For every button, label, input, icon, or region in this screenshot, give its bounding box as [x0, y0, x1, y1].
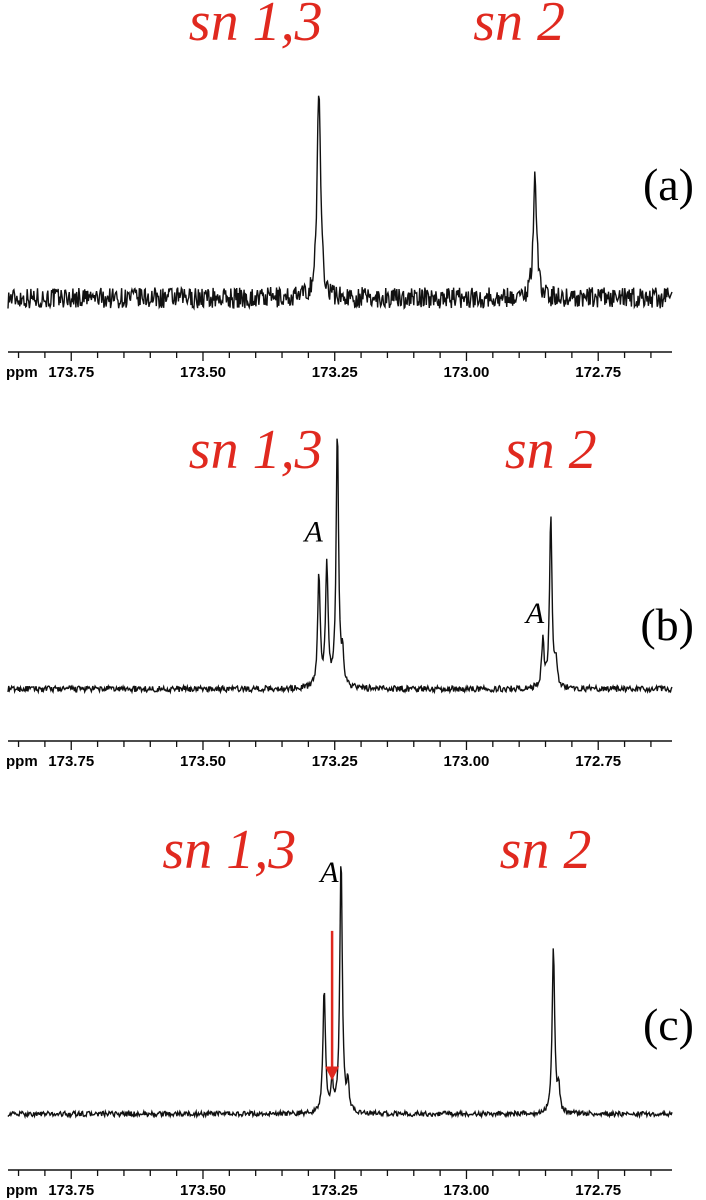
x-tick-label: 173.50: [180, 753, 226, 770]
x-tick-label: 173.00: [444, 364, 490, 381]
x-tick-label: 172.75: [575, 364, 621, 381]
annotation-label: A: [524, 597, 545, 630]
spectrum-series-line: [7, 866, 673, 1120]
x-tick-label: 173.50: [180, 1182, 226, 1199]
x-tick-label: 173.25: [312, 364, 358, 381]
x-tick-label: 173.25: [312, 1182, 358, 1199]
spectrum-panel-1: 173.75 173.50 173.25 173.00 172.75 ppm sn 1,3 s…: [6, 0, 694, 381]
peak-label: sn 1,3: [189, 419, 323, 481]
x-tick-label: 173.75: [48, 364, 94, 381]
x-tick-label: 172.75: [575, 753, 621, 770]
x-tick-label: 173.25: [312, 753, 358, 770]
annotation-label: A: [302, 516, 323, 549]
peak-label: sn 2: [500, 819, 592, 881]
peak-label: sn 1,3: [189, 0, 323, 53]
panel-label: (a): [643, 159, 694, 210]
x-axis-unit-label: ppm: [6, 1182, 38, 1199]
peak-label: sn 2: [473, 0, 565, 53]
x-axis-unit-label: ppm: [6, 364, 38, 381]
spectrum-panel-2: 173.75 173.50 173.25 173.00 172.75 ppm sn 1,3 s…: [6, 419, 694, 770]
x-tick-label: 173.00: [444, 1182, 490, 1199]
panel-label: (c): [643, 999, 694, 1050]
x-tick-label: 173.75: [48, 1182, 94, 1199]
x-tick-label: 173.75: [48, 753, 94, 770]
peak-label: sn 2: [505, 419, 597, 481]
spectrum-panel-3: 173.75 173.50 173.25 173.00 172.75 ppm sn 1,3 s…: [6, 819, 694, 1199]
peak-label: sn 1,3: [162, 819, 296, 881]
spectrum-series-line: [7, 95, 673, 311]
spectrum-series-line: [7, 438, 673, 695]
x-tick-label: 173.50: [180, 364, 226, 381]
x-tick-label: 173.00: [444, 753, 490, 770]
annotation-label: A: [318, 856, 339, 889]
panel-label: (b): [640, 599, 694, 650]
x-axis-unit-label: ppm: [6, 753, 38, 770]
x-tick-label: 172.75: [575, 1182, 621, 1199]
red-arrow-head: [325, 1066, 340, 1081]
